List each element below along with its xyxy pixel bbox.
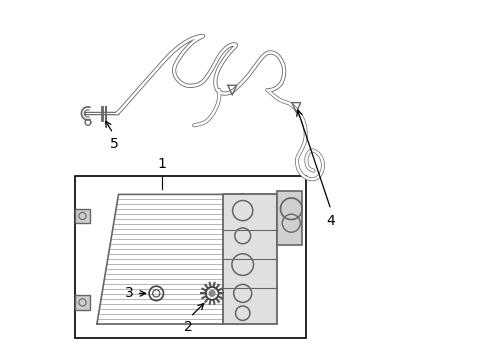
Bar [223, 194, 276, 324]
Text: 3: 3 [125, 287, 134, 300]
Text: 4: 4 [326, 214, 335, 228]
Bar [75, 176, 305, 338]
Bar [276, 191, 302, 245]
Text: 2: 2 [184, 320, 193, 334]
Text: 5: 5 [110, 137, 118, 151]
Circle shape [209, 291, 215, 296]
Text: 1: 1 [157, 157, 166, 171]
Bar [75, 209, 89, 223]
Bar [75, 295, 89, 310]
